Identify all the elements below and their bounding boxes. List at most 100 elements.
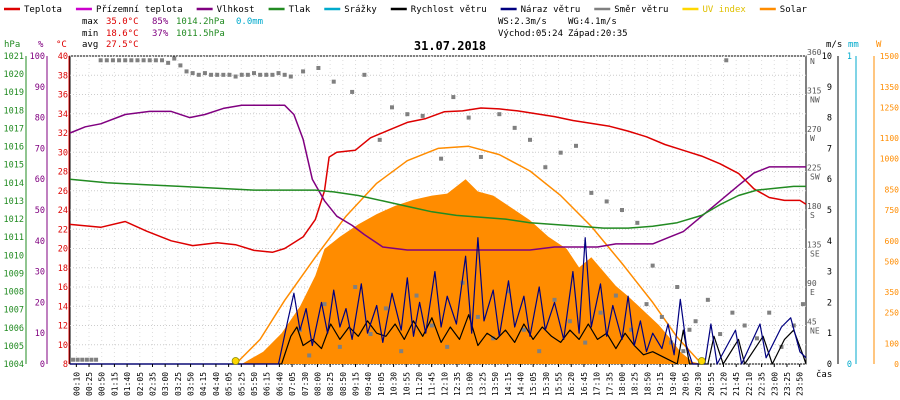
x-tick-label: 01:15 <box>110 372 119 396</box>
tick-label-wind: 8 <box>827 114 832 124</box>
tick-label-humidity: 20 <box>35 298 45 308</box>
wind-direction-point <box>172 56 177 61</box>
wind-direction-point <box>117 58 122 63</box>
tick-label-wind: 7 <box>827 144 832 154</box>
x-tick-label: 13:00 <box>466 372 475 396</box>
tick-label-temp: 28 <box>58 168 68 178</box>
tick-label-solar: 100 <box>885 339 900 348</box>
wind-direction-point <box>84 357 89 362</box>
wind-direction-point <box>239 72 244 77</box>
tick-label-temp: 24 <box>58 206 68 216</box>
tick-label-pressure: 1007 <box>4 306 24 316</box>
x-tick-label: 07:30 <box>301 372 310 396</box>
x-tick-label: 06:40 <box>275 372 284 396</box>
series-tlak-line <box>69 178 806 229</box>
tick-label-temp: 12 <box>58 322 68 332</box>
tick-label-humidity: 90 <box>35 83 45 93</box>
wind-direction-point <box>362 72 367 77</box>
wind-direction-point <box>282 72 287 77</box>
wind-direction-point <box>742 323 747 328</box>
x-tick-label: 14:15 <box>504 372 513 396</box>
x-tick-label: 12:10 <box>440 372 449 396</box>
x-tick-label: 23:50 <box>796 372 805 396</box>
wind-direction-point <box>80 357 85 362</box>
wind-direction-point <box>681 349 686 354</box>
wind-direction-point <box>420 113 425 118</box>
tick-label-direction: 45 <box>807 318 817 327</box>
tick-label-direction: 270 <box>807 125 822 134</box>
tick-label-pressure: 1020 <box>4 70 24 80</box>
stats-max-temp: 35.0°C <box>106 17 139 27</box>
tick-label-wind: 3 <box>827 268 832 278</box>
tick-label-direction-name: W <box>810 134 815 143</box>
x-tick-label: 00:50 <box>98 372 107 396</box>
tick-label-pressure: 1014 <box>4 179 24 189</box>
wind-direction-point <box>754 336 759 341</box>
wind-direction-point <box>350 89 355 94</box>
legend-label-solar: Solar <box>780 5 808 15</box>
x-tick-label: 13:50 <box>491 372 500 396</box>
wind-direction-point <box>399 349 404 354</box>
tick-label-direction: 90 <box>807 279 817 288</box>
tick-label-solar: 850 <box>885 185 900 194</box>
wind-direction-point <box>589 190 594 195</box>
wind-direction-point <box>478 154 483 159</box>
wind-direction-point <box>414 293 419 298</box>
x-tick-label: 15:05 <box>529 372 538 396</box>
stats-sunset: Západ:20:35 <box>568 29 628 39</box>
wind-direction-point <box>558 150 563 155</box>
tick-label-pressure: 1018 <box>4 106 24 116</box>
tick-label-temp: 40 <box>58 52 68 62</box>
x-tick-label: 13:25 <box>478 372 487 396</box>
tick-label-humidity: 10 <box>35 329 45 339</box>
unit-percent: % <box>38 40 44 50</box>
tick-label-pressure: 1012 <box>4 215 24 225</box>
tick-label-temp: 20 <box>58 245 68 255</box>
x-tick-label: 20:55 <box>707 372 716 396</box>
wind-direction-point <box>353 285 358 289</box>
wind-direction-point <box>258 72 263 77</box>
tick-label-direction: 180 <box>807 202 822 211</box>
tick-label-solar: 350 <box>885 288 900 297</box>
wind-direction-layer <box>71 56 805 362</box>
tick-label-temp: 14 <box>58 302 68 312</box>
x-tick-label: 22:35 <box>758 372 767 396</box>
legend-label-vlhkost: Vlhkost <box>217 5 255 15</box>
tick-label-direction: 225 <box>807 164 822 173</box>
tick-label-pressure: 1015 <box>4 161 24 171</box>
tick-label-solar: 1250 <box>880 103 899 112</box>
wind-direction-point <box>276 71 281 76</box>
tick-label-direction-name: SW <box>810 173 820 182</box>
legend: Teplota Přízemní teplota Vlhkost Tlak Srážky… <box>4 5 807 15</box>
x-tick-label: 07:05 <box>288 372 297 396</box>
x-tick-label: 17:10 <box>593 372 602 396</box>
x-tick-label: 11:45 <box>428 372 437 396</box>
tick-label-wind: 5 <box>827 206 832 216</box>
x-tick-label: 12:35 <box>453 372 462 396</box>
tick-label-rain: 0 <box>847 360 852 370</box>
wind-direction-point <box>650 263 655 268</box>
wind-direction-point <box>475 314 480 319</box>
stats-wind-gust: WG:4.1m/s <box>568 17 617 27</box>
tick-label-temp: 32 <box>58 129 68 139</box>
tick-label-wind: 0 <box>827 360 832 370</box>
tick-label-temp: 10 <box>58 341 68 351</box>
x-tick-label: 11:20 <box>415 372 424 396</box>
x-tick-label: 08:00 <box>313 372 322 396</box>
wind-direction-point <box>675 285 680 289</box>
x-tick-label: 23:25 <box>783 372 792 396</box>
wind-direction-point <box>767 310 772 315</box>
stats-avg-temp: 27.5°C <box>106 40 139 50</box>
tick-label-humidity: 40 <box>35 237 45 247</box>
wind-direction-point <box>135 58 140 63</box>
tick-label-pressure: 1010 <box>4 251 24 261</box>
x-tick-label: 08:25 <box>326 372 335 396</box>
wind-direction-point <box>104 58 109 63</box>
x-tick-label: 05:05 <box>225 372 234 396</box>
series-naraz-vetru-line <box>70 237 807 365</box>
x-tick-label: 08:50 <box>339 372 348 396</box>
wind-direction-point <box>552 297 557 302</box>
tick-label-rain: 1 <box>847 52 852 62</box>
wind-direction-point <box>178 63 183 68</box>
